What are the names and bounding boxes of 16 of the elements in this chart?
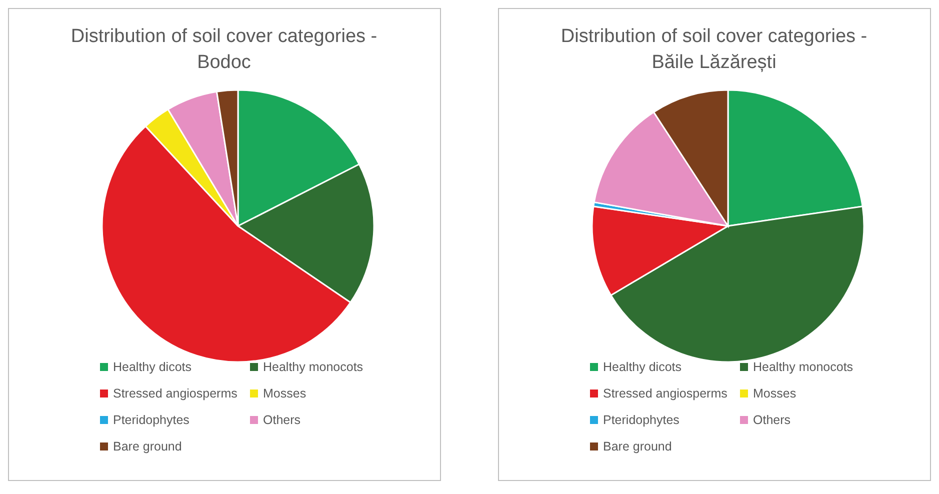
- legend-label: Others: [753, 413, 791, 427]
- legend-label: Stressed angiosperms: [603, 386, 728, 400]
- legend-label: Healthy monocots: [263, 360, 364, 374]
- legend-label: Mosses: [263, 386, 306, 400]
- legend-label: Mosses: [753, 386, 796, 400]
- legend-label: Healthy dicots: [603, 360, 682, 374]
- legend-label: Healthy monocots: [753, 360, 854, 374]
- legend-label: Pteridophytes: [113, 413, 190, 427]
- legend-label: Pteridophytes: [603, 413, 680, 427]
- chart-title: Distribution of soil cover categories - Băile Lăzărești: [560, 26, 868, 73]
- legend-label: Bare ground: [603, 440, 672, 454]
- legend-label: Healthy dicots: [113, 360, 192, 374]
- legend-label: Stressed angiosperms: [113, 386, 238, 400]
- chart-title: Distribution of soil cover categories - Bodoc: [70, 26, 378, 73]
- legend-label: Bare ground: [113, 440, 182, 454]
- legend-label: Others: [263, 413, 301, 427]
